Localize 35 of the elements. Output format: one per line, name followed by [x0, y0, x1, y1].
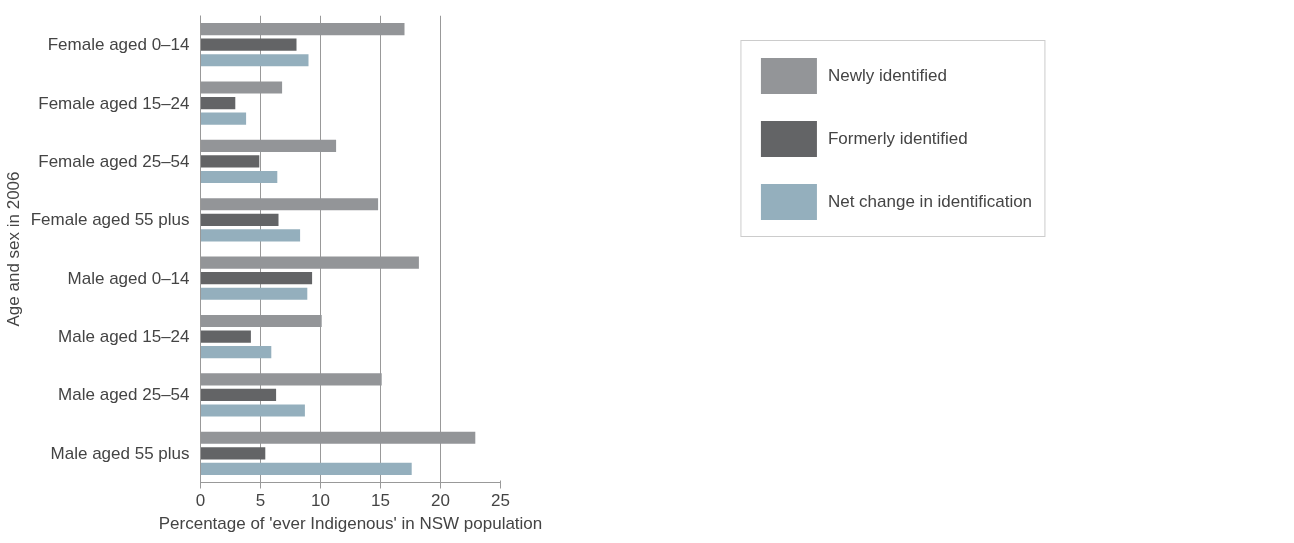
x-tick-label: 0	[195, 490, 206, 510]
legend-label: Net change in identification	[827, 191, 1033, 212]
y-tick-label: Female aged 15–24	[38, 93, 190, 113]
y-axis-title: Age and sex in 2006	[3, 171, 23, 327]
bar	[200, 447, 266, 460]
bar	[200, 388, 277, 402]
bar	[200, 272, 313, 285]
bar	[200, 346, 272, 359]
bar	[200, 229, 301, 242]
x-tick-label: 25	[491, 490, 510, 510]
bar	[200, 462, 412, 475]
x-tick-label: 5	[255, 490, 266, 510]
bar	[200, 330, 251, 343]
bar	[200, 155, 260, 168]
y-tick-label: Male aged 55 plus	[50, 443, 190, 463]
bar	[200, 54, 309, 67]
bar	[200, 287, 308, 300]
x-tick-label: 15	[371, 490, 390, 510]
x-tick-label: 10	[311, 490, 330, 510]
y-tick-label: Male aged 0–14	[67, 268, 190, 288]
bar	[200, 213, 279, 226]
bar	[200, 404, 305, 417]
y-tick-label: Male aged 15–24	[58, 327, 190, 347]
x-tick-label: 20	[431, 490, 450, 510]
legend-label: Newly identified	[827, 65, 947, 86]
bar	[200, 38, 297, 51]
x-axis-title: Percentage of 'ever Indigenous' in NSW population	[158, 513, 543, 533]
y-tick-label: Female aged 25–54	[38, 151, 190, 171]
y-tick-label: Female aged 0–14	[47, 35, 190, 55]
bar	[200, 96, 236, 110]
bar	[200, 170, 278, 184]
y-tick-label: Male aged 25–54	[58, 385, 190, 405]
y-tick-label: Female aged 55 plus	[30, 210, 190, 230]
legend-label: Formerly identified	[827, 128, 968, 149]
bar	[200, 112, 247, 125]
